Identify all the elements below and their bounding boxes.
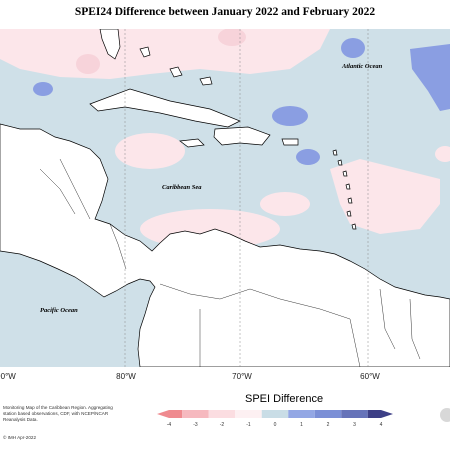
border-2 bbox=[39, 168, 76, 215]
legend-tick-label: 1 bbox=[300, 422, 303, 428]
land-cuba bbox=[89, 88, 241, 128]
wet-patch-3 bbox=[296, 149, 320, 165]
land-americas bbox=[0, 123, 450, 367]
border-4 bbox=[159, 283, 251, 300]
lon-tick-label: 90°W bbox=[0, 372, 16, 381]
legend-swatch bbox=[367, 410, 393, 418]
border-5 bbox=[249, 288, 361, 367]
land-hispaniola bbox=[213, 126, 271, 146]
legend-swatch bbox=[314, 410, 342, 418]
logo-icon bbox=[440, 408, 450, 422]
country-borders bbox=[39, 158, 421, 367]
border-6 bbox=[379, 288, 396, 350]
land-florida bbox=[99, 29, 121, 60]
wet-patch-4 bbox=[33, 82, 53, 96]
land-jamaica bbox=[179, 138, 205, 148]
legend-swatch bbox=[208, 410, 236, 418]
legend-tick-label: 3 bbox=[353, 422, 356, 428]
wet-patch-atlantic bbox=[410, 44, 450, 111]
border-3 bbox=[109, 223, 127, 270]
land-bahamas-3 bbox=[199, 76, 213, 86]
legend-title: SPEI Difference bbox=[245, 393, 324, 405]
land-lesser-antilles bbox=[332, 149, 357, 230]
legend-tick-label: -1 bbox=[246, 422, 251, 428]
longitude-gridlines bbox=[124, 29, 369, 367]
credits-text: Monitoring Map of the Caribbean Region. … bbox=[3, 405, 113, 422]
dry-core-1 bbox=[218, 29, 246, 46]
border-1 bbox=[59, 158, 91, 220]
lon-tick-label: 80°W bbox=[116, 372, 136, 381]
label-pacific-ocean: Pacific Ocean bbox=[40, 307, 78, 314]
land-bahamas-1 bbox=[139, 46, 151, 58]
legend-colorbar: -4 -3 -2 -1 0 1 2 3 4 bbox=[157, 410, 393, 428]
land-puerto-rico bbox=[281, 138, 299, 146]
map-title: SPEI24 Difference between January 2022 a… bbox=[74, 6, 376, 18]
legend-tick-label: -3 bbox=[193, 422, 198, 428]
dry-core-2 bbox=[76, 54, 100, 74]
wet-patch-1 bbox=[341, 38, 365, 58]
legend-swatches bbox=[157, 410, 393, 418]
dry-patch-southeast bbox=[260, 192, 310, 216]
legend-tick-label: 2 bbox=[327, 422, 330, 428]
legend-swatch bbox=[261, 410, 289, 418]
legend-swatch bbox=[288, 410, 315, 418]
legend-tick-label: -4 bbox=[167, 422, 172, 428]
land-masses bbox=[0, 29, 450, 367]
dry-patch-east bbox=[435, 146, 450, 162]
label-caribbean-sea: Caribbean Sea bbox=[162, 184, 202, 191]
dry-patch-central bbox=[115, 133, 185, 169]
legend-swatch bbox=[235, 410, 262, 418]
legend-swatch bbox=[341, 410, 368, 418]
legend-swatch bbox=[182, 410, 209, 418]
legend-tick-labels: -4 -3 -2 -1 0 1 2 3 4 bbox=[167, 422, 383, 428]
map-area: Atlantic Ocean Caribbean Sea Pacific Oce… bbox=[0, 29, 450, 367]
land-bahamas-2 bbox=[169, 66, 183, 78]
dry-patch-lesser-antilles bbox=[330, 159, 440, 234]
map-svg bbox=[0, 29, 450, 367]
legend-tick-label: -2 bbox=[220, 422, 225, 428]
lon-tick-label: 70°W bbox=[232, 372, 252, 381]
wet-patch-2 bbox=[272, 106, 308, 126]
label-atlantic-ocean: Atlantic Ocean bbox=[342, 63, 383, 70]
dry-anomaly-cores bbox=[76, 29, 246, 74]
lon-tick-label: 60°W bbox=[360, 372, 380, 381]
copyright-text: © IMH Apr-2022 bbox=[3, 435, 37, 440]
legend-tick-label: 0 bbox=[274, 422, 277, 428]
border-7 bbox=[409, 298, 421, 360]
legend-swatch bbox=[157, 410, 183, 418]
legend-tick-label: 4 bbox=[380, 422, 383, 428]
